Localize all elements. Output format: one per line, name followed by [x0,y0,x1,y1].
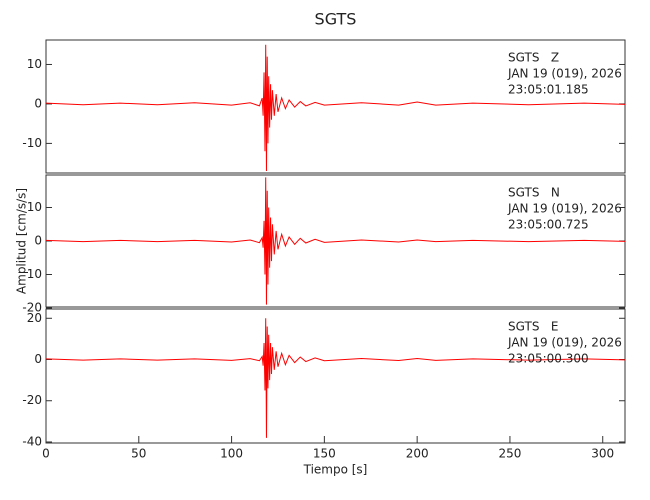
y-tick-label: 10 [27,200,42,214]
annotation: SGTS Z [508,51,559,65]
x-tick-label: 0 [42,447,50,461]
annotation: 23:05:00.725 [508,218,589,232]
annotation: JAN 19 (019), 2026 [507,336,622,350]
y-tick-label: 10 [27,57,42,71]
y-tick-label: 20 [27,311,42,325]
y-tick-label: 0 [34,234,42,248]
y-axis-label: Amplitud [cm/s/s] [15,188,29,294]
waveform [45,44,626,172]
annotation: 23:05:01.185 [508,83,589,97]
x-tick-label: 250 [498,447,521,461]
waveform [45,318,626,438]
chart-title: SGTS [315,10,357,29]
annotation: SGTS N [508,186,560,200]
x-tick-label: 200 [406,447,429,461]
annotation: 23:05:00.300 [508,352,589,366]
y-tick-label: -20 [22,301,42,315]
x-tick-label: 100 [220,447,243,461]
y-tick-label: 0 [34,352,42,366]
x-tick-label: 50 [131,447,146,461]
annotation: JAN 19 (019), 2026 [507,202,622,216]
y-tick-label: -20 [22,393,42,407]
y-tick-label: -40 [22,434,42,448]
panel-frame [45,308,626,444]
y-tick-label: 10 [27,267,42,281]
y-tick-label: 0 [34,96,42,110]
x-axis-label: Tiempo [s] [303,463,368,477]
y-tick-label: -10 [22,136,42,150]
x-tick-label: 150 [313,447,336,461]
waveform [45,177,626,305]
x-tick-label: 300 [591,447,614,461]
annotation: SGTS E [508,320,558,334]
annotation: JAN 19 (019), 2026 [507,67,622,81]
panel-frame [45,39,626,174]
